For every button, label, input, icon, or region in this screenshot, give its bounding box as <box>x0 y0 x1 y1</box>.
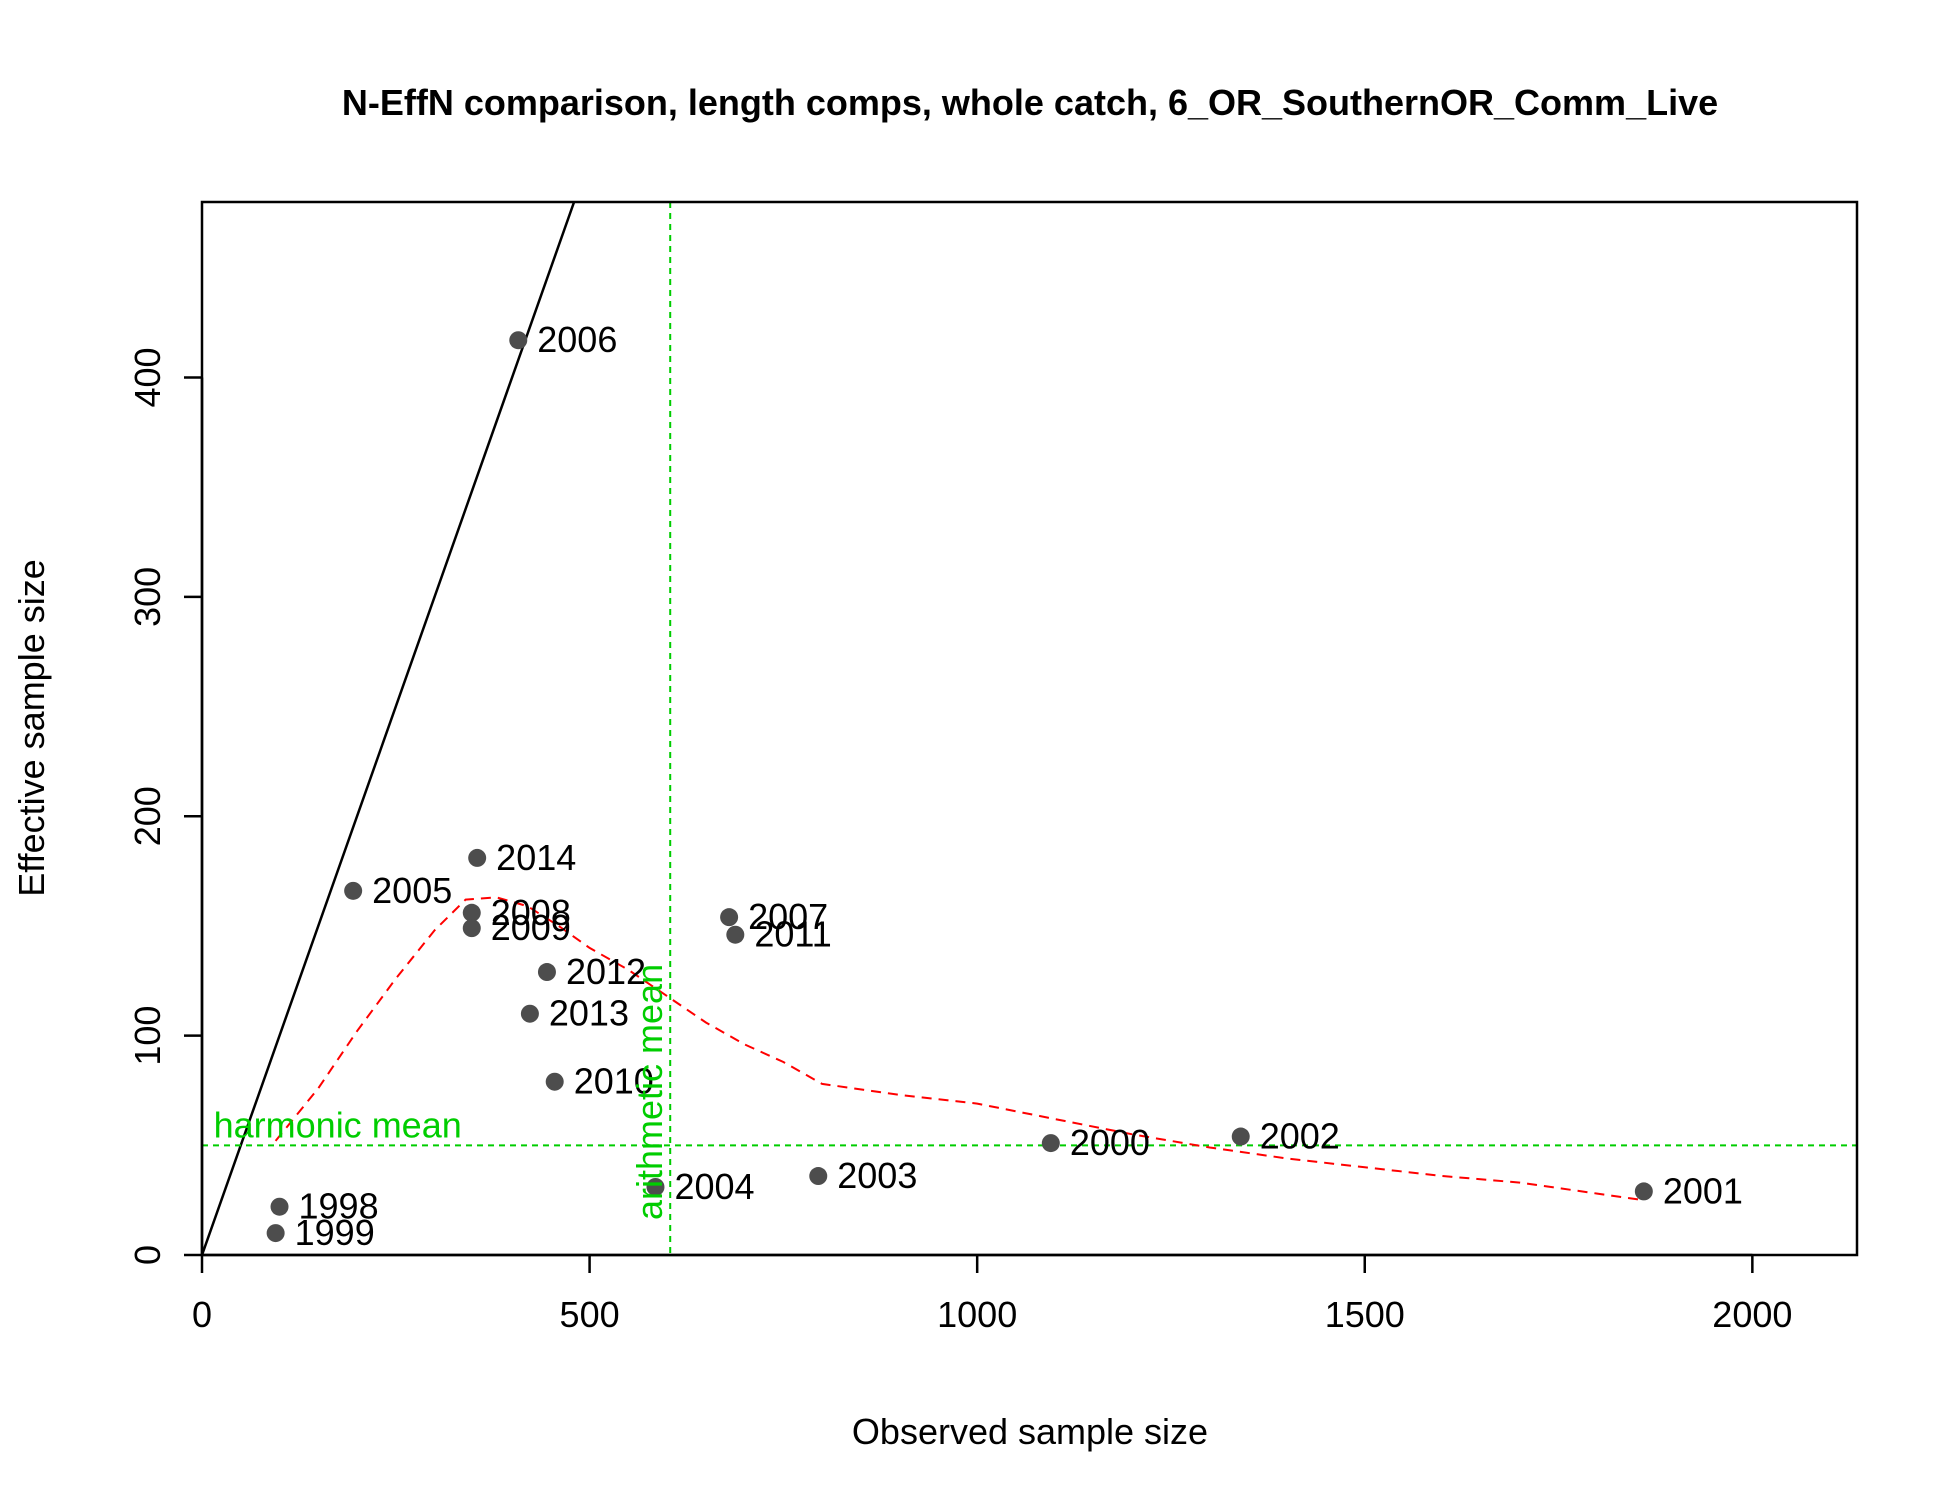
x-axis: 0 500 1000 1500 2000 <box>192 1253 1792 1335</box>
data-point <box>545 1072 564 1091</box>
y-tick-label: 200 <box>127 786 168 846</box>
x-axis-label: Observed sample size <box>852 1411 1208 1452</box>
data-point <box>1231 1127 1250 1146</box>
data-point <box>520 1004 539 1023</box>
data-point <box>468 848 487 867</box>
y-axis-label: Effective sample size <box>11 559 52 896</box>
point-label: 2002 <box>1260 1116 1340 1157</box>
plot-frame <box>200 200 1859 1257</box>
point-label: 2000 <box>1070 1122 1150 1163</box>
point-label: 2003 <box>837 1155 917 1196</box>
data-point <box>270 1197 289 1216</box>
point-label: 1998 <box>299 1186 379 1227</box>
point-label: 2014 <box>496 837 576 878</box>
arithmetic-mean-label: arithmetic mean <box>629 964 670 1220</box>
point-label: 2010 <box>574 1061 654 1102</box>
one-to-one-line <box>202 202 576 1255</box>
y-axis: 0 100 200 300 400 <box>127 347 204 1265</box>
data-point <box>809 1167 828 1186</box>
data-point <box>1041 1134 1060 1153</box>
x-tick-label: 500 <box>560 1294 620 1335</box>
harmonic-mean-label: harmonic mean <box>214 1104 462 1145</box>
data-point <box>720 908 739 927</box>
data-point <box>344 881 363 900</box>
point-label: 2008 <box>491 892 571 933</box>
data-point <box>462 919 481 938</box>
y-tick-label: 100 <box>127 1006 168 1066</box>
data-point <box>462 903 481 922</box>
point-label: 2006 <box>537 319 617 360</box>
data-point <box>537 963 556 982</box>
point-label: 2004 <box>674 1166 754 1207</box>
point-label: 2007 <box>748 896 828 937</box>
data-point <box>509 331 528 350</box>
data-point <box>266 1224 285 1243</box>
x-tick-label: 0 <box>192 1294 212 1335</box>
chart-title: N-EffN comparison, length comps, whole c… <box>342 82 1718 123</box>
data-point <box>646 1177 665 1196</box>
point-label: 2009 <box>491 907 571 948</box>
data-point <box>726 925 745 944</box>
point-label: 2001 <box>1663 1170 1743 1211</box>
point-label: 1999 <box>295 1212 375 1253</box>
x-tick-label: 2000 <box>1712 1294 1792 1335</box>
x-tick-label: 1000 <box>937 1294 1017 1335</box>
y-tick-label: 400 <box>127 347 168 407</box>
y-tick-label: 300 <box>127 567 168 627</box>
loess-smooth-line <box>274 896 1644 1202</box>
data-point <box>1634 1182 1653 1201</box>
x-tick-label: 1500 <box>1325 1294 1405 1335</box>
point-label: 2012 <box>566 951 646 992</box>
y-tick-label: 0 <box>127 1245 168 1265</box>
point-label: 2011 <box>754 914 831 955</box>
point-label: 2013 <box>549 993 629 1034</box>
point-label: 2005 <box>372 870 452 911</box>
